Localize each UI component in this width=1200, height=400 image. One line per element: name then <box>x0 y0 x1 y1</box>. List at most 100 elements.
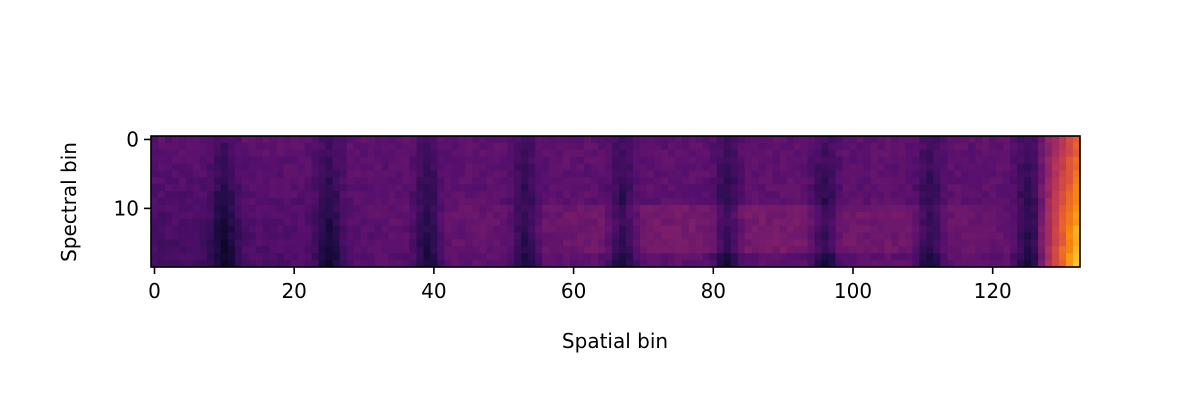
heatmap-cell <box>598 218 606 227</box>
heatmap-cell <box>528 232 536 241</box>
heatmap-cell <box>744 225 753 234</box>
heatmap-cell <box>975 260 983 268</box>
heatmap-cell <box>863 170 872 178</box>
heatmap-cell <box>919 149 927 158</box>
heatmap-cell <box>255 177 264 185</box>
heatmap-cell <box>870 149 879 158</box>
heatmap-cell <box>507 191 515 199</box>
heatmap-cell <box>737 232 746 241</box>
heatmap-cell <box>947 225 955 234</box>
heatmap-cell <box>856 191 865 199</box>
heatmap-cell <box>667 253 676 261</box>
heatmap-cell <box>199 198 208 206</box>
heatmap-cell <box>185 211 194 220</box>
heatmap-cell <box>709 136 718 144</box>
heatmap-cell <box>898 163 906 172</box>
heatmap-cell <box>339 239 348 247</box>
heatmap-cell <box>185 232 194 241</box>
heatmap-cell <box>625 156 634 165</box>
heatmap-cell <box>178 218 187 227</box>
heatmap-cell <box>304 142 313 151</box>
heatmap-cell <box>1059 211 1067 220</box>
heatmap-cell <box>248 142 257 151</box>
heatmap-cell <box>514 177 522 185</box>
heatmap-cell <box>821 191 830 199</box>
heatmap-cell <box>297 204 306 213</box>
heatmap-cell <box>926 170 934 178</box>
heatmap-cell <box>835 198 844 206</box>
heatmap-cell <box>304 232 313 241</box>
heatmap-cell <box>612 136 620 144</box>
heatmap-cell <box>514 198 522 206</box>
heatmap-cell <box>940 142 948 151</box>
heatmap-cell <box>395 177 404 185</box>
heatmap-cell <box>779 218 788 227</box>
heatmap-cell <box>1066 170 1074 178</box>
heatmap-cell <box>346 170 355 178</box>
heatmap-cell <box>479 239 487 247</box>
heatmap-cell <box>646 156 655 165</box>
heatmap-cell <box>430 136 438 144</box>
heatmap-cell <box>353 163 362 172</box>
heatmap-cell <box>975 184 983 192</box>
heatmap-cell <box>1024 170 1032 178</box>
heatmap-cell <box>185 218 194 227</box>
heatmap-cell <box>339 260 348 268</box>
heatmap-cell <box>311 136 320 144</box>
heatmap-cell <box>612 163 620 172</box>
heatmap-cell <box>996 136 1004 144</box>
heatmap-cell <box>325 246 334 254</box>
heatmap-cell <box>423 142 431 151</box>
heatmap-cell <box>304 246 313 254</box>
heatmap-cell <box>807 246 816 254</box>
heatmap-cell <box>591 142 599 151</box>
heatmap-cell <box>248 239 257 247</box>
heatmap-cell <box>500 218 508 227</box>
heatmap-cell <box>542 156 550 165</box>
heatmap-cell <box>269 211 278 220</box>
heatmap-cell <box>220 232 229 241</box>
heatmap-cell <box>304 218 313 227</box>
heatmap-cell <box>1031 253 1039 261</box>
heatmap-cell <box>430 198 438 206</box>
heatmap-cell <box>185 204 194 213</box>
heatmap-cell <box>842 239 851 247</box>
heatmap-cell <box>262 170 271 178</box>
heatmap-cell <box>1003 232 1011 241</box>
heatmap-cell <box>786 156 795 165</box>
heatmap-cell <box>814 163 823 172</box>
heatmap-cell <box>618 136 627 144</box>
heatmap-cell <box>926 211 934 220</box>
heatmap-cell <box>954 156 962 165</box>
heatmap-cell <box>472 218 480 227</box>
heatmap-cell <box>556 149 564 158</box>
heatmap-cell <box>248 232 257 241</box>
heatmap-cell <box>381 246 390 254</box>
heatmap-cell <box>807 204 816 213</box>
heatmap-cell <box>164 136 173 144</box>
heatmap-cell <box>1038 149 1046 158</box>
heatmap-cell <box>842 191 851 199</box>
heatmap-cell <box>577 253 585 261</box>
heatmap-cell <box>612 198 620 206</box>
heatmap-cell <box>521 136 529 144</box>
heatmap-cell <box>947 184 955 192</box>
heatmap-cell <box>625 225 634 234</box>
heatmap-cell <box>185 136 194 144</box>
heatmap-cell <box>674 218 683 227</box>
heatmap-cell <box>423 184 431 192</box>
heatmap-cell <box>437 218 445 227</box>
heatmap-cell <box>1073 163 1081 172</box>
heatmap-cell <box>625 232 634 241</box>
heatmap-cell <box>856 232 865 241</box>
heatmap-cell <box>1003 260 1011 268</box>
heatmap-cell <box>884 204 892 213</box>
heatmap-cell <box>807 156 816 165</box>
heatmap-cell <box>248 191 257 199</box>
heatmap-cell <box>486 225 494 234</box>
heatmap-cell <box>297 191 306 199</box>
heatmap-cell <box>821 156 830 165</box>
heatmap-cell <box>856 136 865 144</box>
heatmap-cell <box>451 142 459 151</box>
heatmap-cell <box>849 211 858 220</box>
